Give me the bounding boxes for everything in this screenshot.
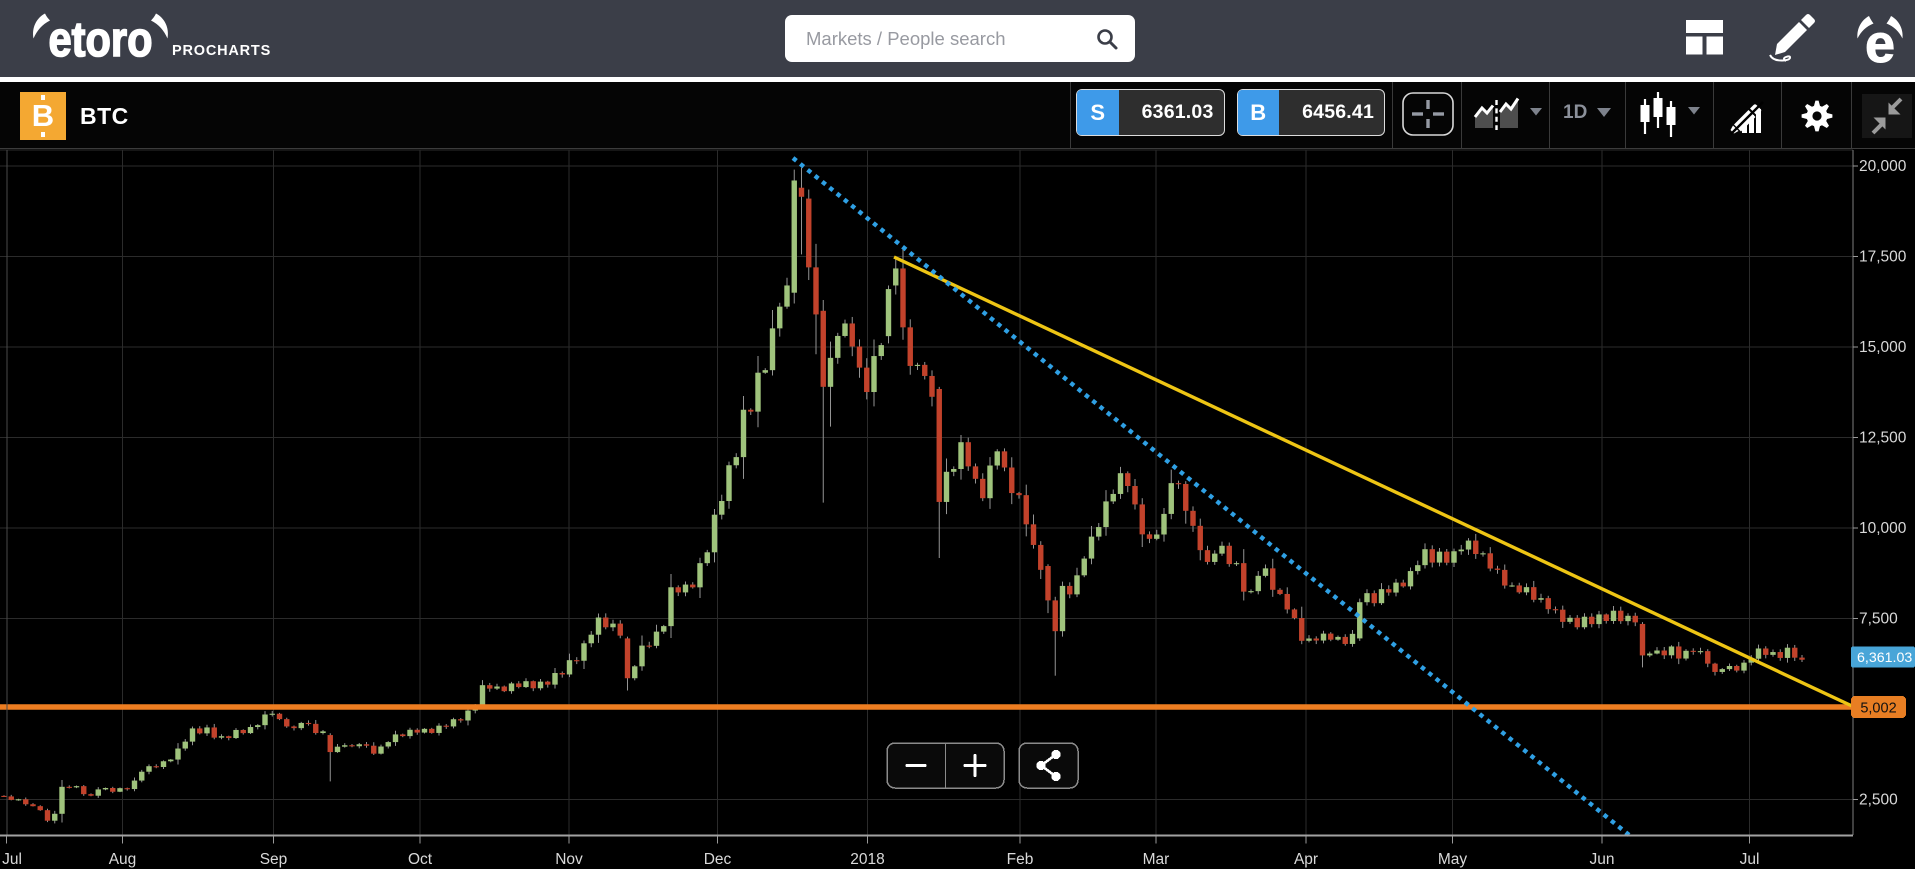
- svg-text:2,500: 2,500: [1859, 792, 1898, 809]
- svg-text:12,500: 12,500: [1859, 430, 1907, 447]
- svg-text:Jun: Jun: [1590, 851, 1615, 868]
- svg-text:Jul: Jul: [2, 851, 22, 868]
- svg-text:Sep: Sep: [260, 851, 288, 868]
- svg-text:Apr: Apr: [1294, 851, 1318, 868]
- svg-text:Dec: Dec: [704, 851, 732, 868]
- svg-text:etoro: etoro: [49, 13, 153, 62]
- svg-text:10,000: 10,000: [1859, 520, 1907, 537]
- svg-text:Nov: Nov: [555, 851, 583, 868]
- svg-text:Aug: Aug: [109, 851, 137, 868]
- svg-text:6,361.03: 6,361.03: [1857, 650, 1912, 666]
- svg-text:Jul: Jul: [1740, 851, 1760, 868]
- svg-text:e: e: [1865, 14, 1895, 68]
- svg-text:5,002: 5,002: [1860, 701, 1896, 717]
- svg-text:20,000: 20,000: [1859, 158, 1907, 175]
- svg-text:Mar: Mar: [1143, 851, 1170, 868]
- svg-text:Oct: Oct: [408, 851, 433, 868]
- svg-text:17,500: 17,500: [1859, 249, 1907, 266]
- svg-text:May: May: [1438, 851, 1468, 868]
- svg-text:15,000: 15,000: [1859, 339, 1907, 356]
- svg-text:2018: 2018: [850, 851, 884, 868]
- svg-text:7,500: 7,500: [1859, 611, 1898, 628]
- svg-text:Feb: Feb: [1007, 851, 1034, 868]
